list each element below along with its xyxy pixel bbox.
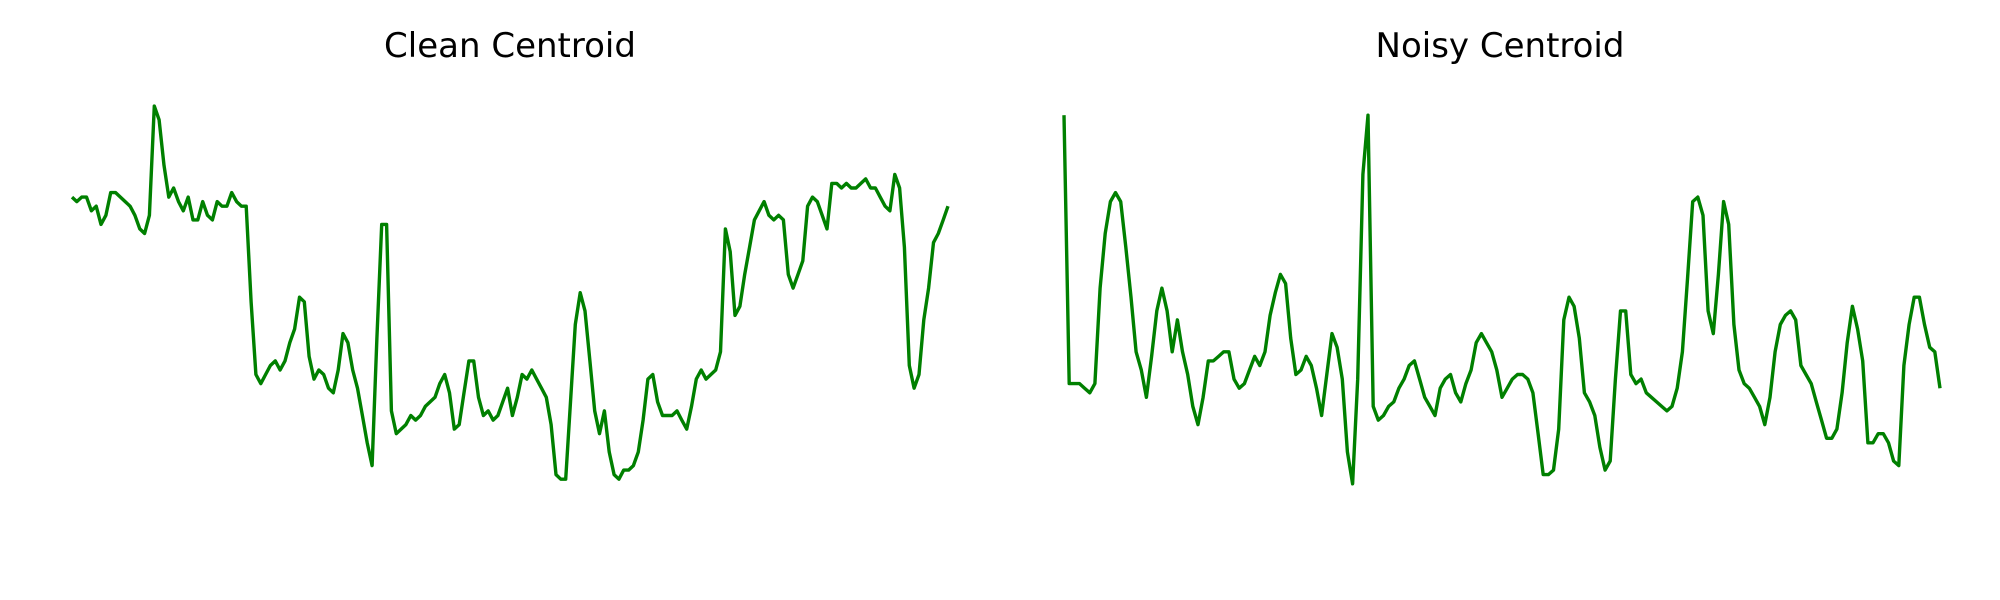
series-group-clean — [70, 104, 950, 481]
chart-title-noisy-centroid: Noisy Centroid — [1376, 26, 1625, 66]
subplot-clean-centroid: Clean Centroid — [70, 26, 950, 481]
series-group-noisy — [1062, 113, 1942, 486]
chart-title-clean-centroid: Clean Centroid — [384, 26, 636, 66]
noisy-centroid-line — [1062, 113, 1942, 486]
subplot-noisy-centroid: Noisy Centroid — [1062, 26, 1942, 486]
clean-centroid-line — [70, 104, 950, 481]
